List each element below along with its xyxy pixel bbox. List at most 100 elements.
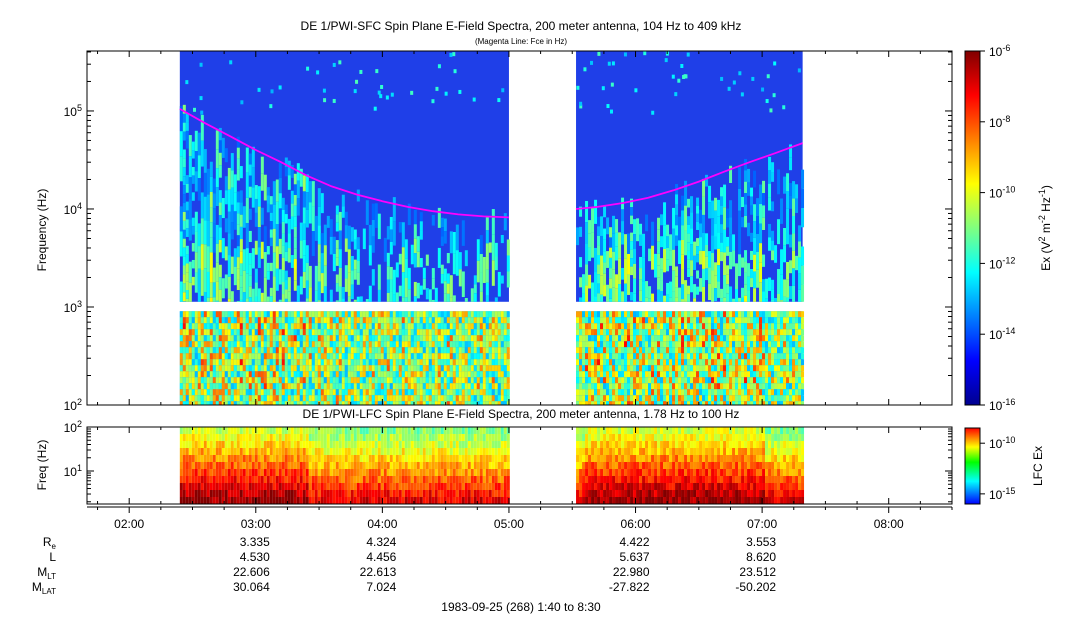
lfc-spectrogram-cell: [374, 490, 378, 497]
lfc-spectrogram-cell: [206, 427, 210, 434]
lfc-spectrogram-cell: [395, 441, 399, 448]
sfc-spectrogram-cell: [747, 353, 751, 360]
lfc-spectrogram-cell: [239, 455, 243, 462]
sfc-spectrogram-cell: [373, 106, 377, 111]
sfc-spectrogram-cell: [302, 223, 306, 240]
sfc-spectrogram-cell: [627, 371, 631, 378]
sfc-spectrogram-cell: [335, 274, 339, 284]
sfc-spectrogram-cell: [191, 175, 195, 184]
sfc-colorbar-tick-label: 10-12: [989, 255, 1015, 271]
sfc-spectrogram-cell: [191, 347, 195, 354]
sfc-spectrogram-cell: [485, 230, 489, 244]
sfc-spectrogram-cell: [696, 371, 700, 378]
sfc-spectrogram-cell: [714, 236, 718, 250]
sfc-spectrogram-cell: [383, 353, 387, 360]
sfc-spectrogram-cell: [594, 335, 598, 342]
sfc-spectrogram-cell: [263, 383, 267, 390]
sfc-spectrogram-cell: [591, 389, 595, 396]
sfc-spectrogram-cell: [263, 226, 267, 253]
sfc-spectrogram-cell: [290, 401, 294, 405]
lfc-spectrogram-cell: [296, 483, 300, 490]
sfc-spectrogram-cell: [494, 377, 498, 384]
sfc-spectrogram-cell: [609, 359, 613, 366]
sfc-spectrogram-cell: [491, 371, 495, 378]
sfc-spectrogram-cell: [738, 335, 742, 342]
lfc-spectrogram-cell: [350, 476, 354, 483]
sfc-spectrogram-cell: [209, 395, 213, 402]
lfc-spectrogram-cell: [413, 469, 417, 476]
sfc-spectrogram-cell: [591, 335, 595, 342]
sfc-spectrogram-cell: [341, 323, 345, 330]
sfc-spectrogram-cell: [705, 395, 709, 402]
lfc-spectrogram-cell: [371, 441, 375, 448]
lfc-spectrogram-cell: [401, 462, 405, 469]
sfc-spectrogram-cell: [365, 311, 369, 318]
sfc-spectrogram-cell: [305, 395, 309, 402]
lfc-spectrogram-cell: [254, 483, 258, 490]
sfc-spectrogram-cell: [621, 347, 625, 354]
sfc-spectrogram-cell: [236, 347, 240, 354]
sfc-spectrogram-cell: [503, 389, 507, 396]
sfc-spectrogram-cell: [503, 347, 507, 354]
sfc-spectrogram-cell: [269, 262, 273, 272]
lfc-spectrogram-cell: [248, 441, 252, 448]
lfc-spectrogram-cell: [338, 490, 342, 497]
sfc-spectrogram-cell: [606, 323, 610, 330]
sfc-spectrogram-cell: [194, 335, 198, 342]
sfc-spectrogram-cell: [654, 383, 658, 390]
sfc-spectrogram-cell: [675, 395, 679, 402]
sfc-spectrogram-cell: [380, 383, 384, 390]
sfc-spectrogram-cell: [687, 224, 691, 234]
sfc-spectrogram-cell: [320, 371, 324, 378]
sfc-spectrogram-cell: [747, 365, 751, 372]
lfc-spectrogram-cell: [245, 462, 249, 469]
lfc-spectrogram-cell: [278, 476, 282, 483]
sfc-spectrogram-cell: [233, 211, 237, 230]
lfc-spectrogram-cell: [230, 455, 234, 462]
sfc-spectrogram-cell: [374, 203, 378, 228]
sfc-spectrogram-cell: [777, 389, 781, 396]
sfc-spectrogram-cell: [446, 283, 450, 294]
lfc-spectrogram-cell: [419, 448, 423, 455]
sfc-spectrogram-cell: [368, 323, 372, 330]
sfc-spectrogram-cell: [801, 188, 805, 209]
sfc-spectrogram-cell: [485, 395, 489, 402]
sfc-spectrogram-cell: [383, 371, 387, 378]
sfc-spectrogram-cell: [780, 274, 784, 301]
sfc-spectrogram-cell: [699, 209, 703, 224]
sfc-spectrogram-cell: [672, 249, 676, 271]
lfc-spectrogram-cell: [299, 483, 303, 490]
sfc-spectrogram-cell: [338, 60, 342, 65]
sfc-spectrogram-cell: [356, 347, 360, 354]
sfc-spectrogram-cell: [458, 335, 462, 342]
sfc-spectrogram-cell: [702, 196, 706, 215]
sfc-spectrogram-cell: [714, 288, 718, 302]
sfc-spectrogram-cell: [281, 371, 285, 378]
sfc-spectrogram-cell: [455, 250, 459, 276]
sfc-spectrogram-cell: [458, 365, 462, 372]
lfc-spectrogram-cell: [278, 497, 282, 504]
sfc-spectrogram-cell: [705, 359, 709, 366]
sfc-spectrogram-cell: [392, 359, 396, 366]
sfc-spectrogram-cell: [293, 353, 297, 360]
sfc-spectrogram-cell: [257, 383, 261, 390]
sfc-spectrogram-cell: [792, 329, 796, 336]
sfc-spectrogram-cell: [681, 210, 685, 226]
sfc-spectrogram-cell: [672, 401, 676, 405]
lfc-spectrogram-cell: [377, 497, 381, 504]
sfc-spectrogram-cell: [398, 329, 402, 336]
sfc-spectrogram-cell: [482, 311, 486, 318]
lfc-spectrogram-cell: [269, 469, 273, 476]
sfc-spectrogram-cell: [326, 389, 330, 396]
lfc-spectrogram-cell: [389, 427, 393, 434]
sfc-spectrogram-cell: [597, 283, 601, 294]
sfc-spectrogram-cell: [218, 215, 222, 228]
sfc-spectrogram-cell: [392, 395, 396, 402]
sfc-spectrogram-cell: [594, 395, 598, 402]
sfc-spectrogram-cell: [308, 353, 312, 360]
sfc-spectrogram-cell: [323, 389, 327, 396]
sfc-spectrogram-cell: [266, 347, 270, 354]
sfc-spectrogram-cell: [789, 260, 793, 274]
sfc-spectrogram-cell: [470, 335, 474, 342]
lfc-spectrogram-cell: [242, 448, 246, 455]
